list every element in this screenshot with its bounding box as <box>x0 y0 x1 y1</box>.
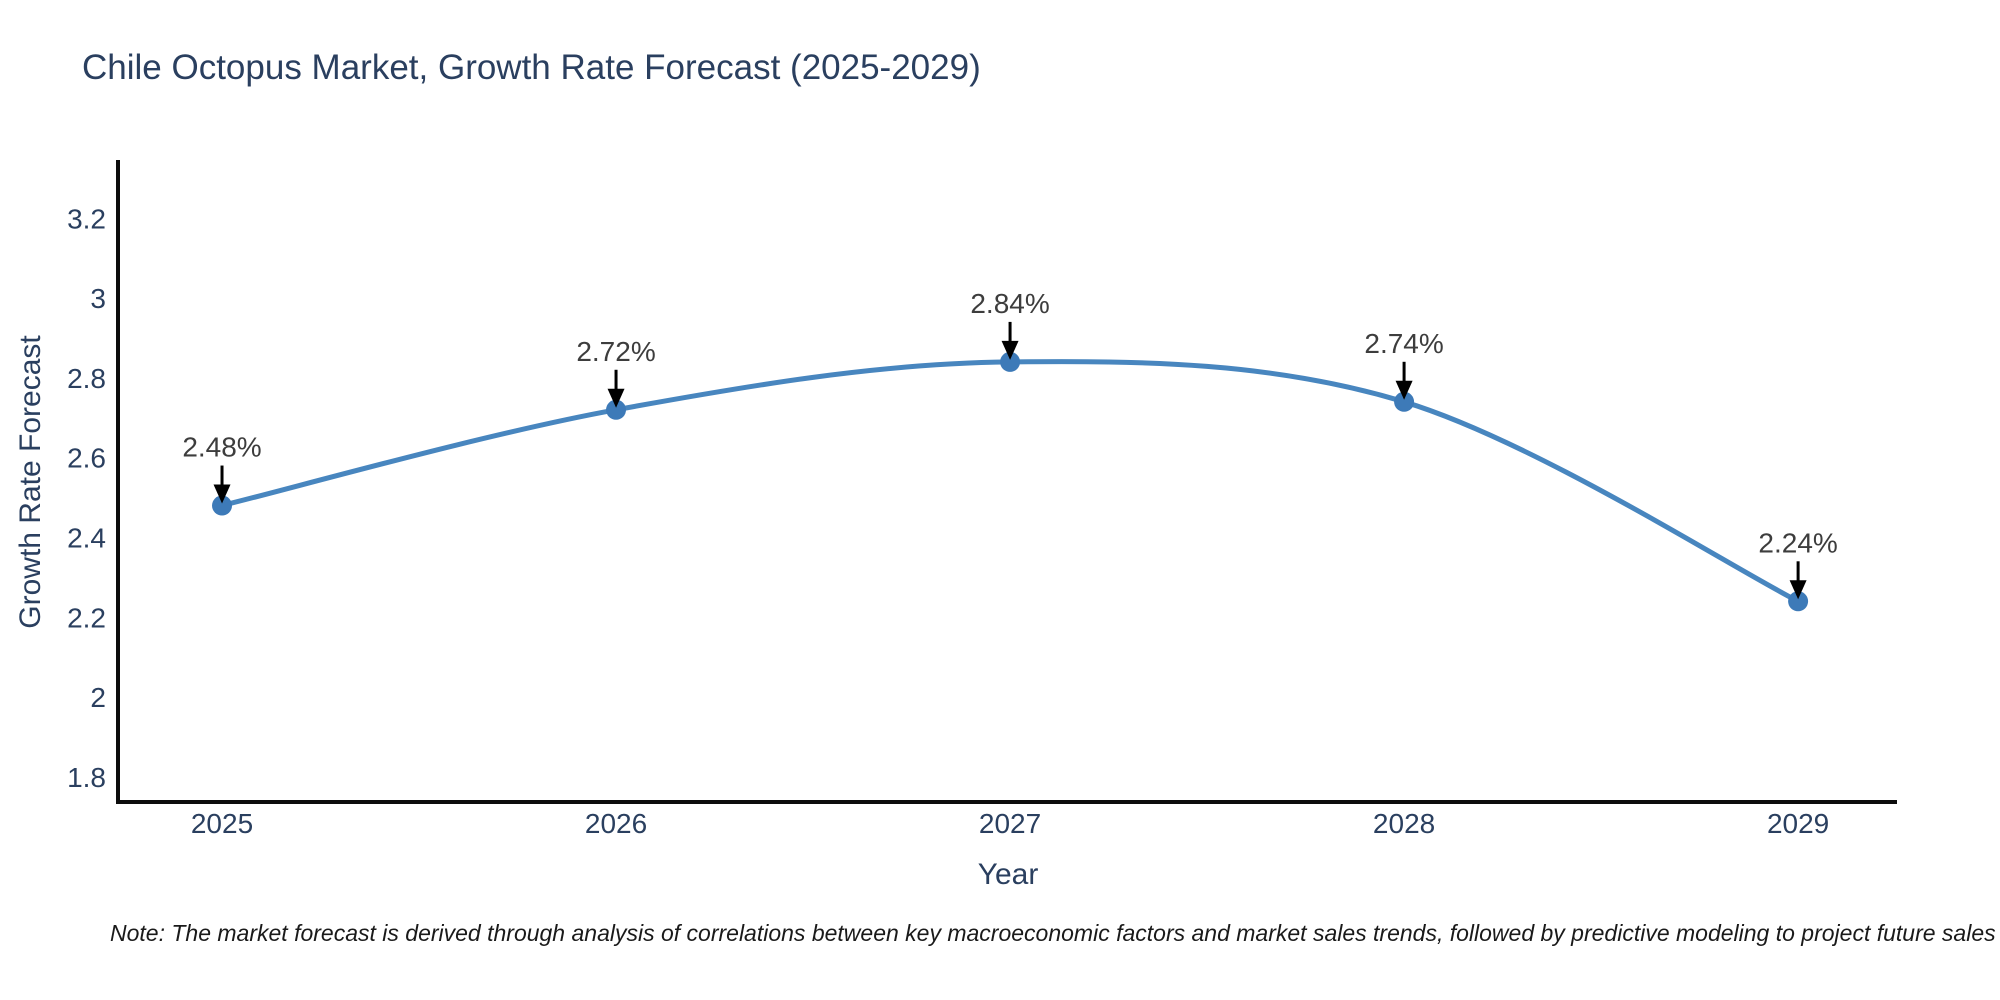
data-point-label: 2.84% <box>970 288 1049 319</box>
y-tick-label: 2.2 <box>67 602 106 633</box>
x-tick-label: 2025 <box>191 808 253 839</box>
annotation-arrowhead-icon <box>213 484 231 504</box>
y-tick-label: 2.8 <box>67 363 106 394</box>
annotation-arrowhead-icon <box>1001 340 1019 360</box>
x-axis-title: Year <box>977 858 1039 891</box>
data-point-label: 2.72% <box>576 336 655 367</box>
y-axis-title: Growth Rate Forecast <box>14 335 47 629</box>
data-point-marker <box>606 399 627 420</box>
data-point-marker <box>1394 391 1415 412</box>
y-tick-label: 1.8 <box>67 762 106 793</box>
x-tick-label: 2027 <box>979 808 1041 839</box>
x-tick-label: 2028 <box>1373 808 1435 839</box>
y-tick-label: 2.6 <box>67 443 106 474</box>
trend-line <box>219 359 1801 604</box>
y-tick-label: 2 <box>90 682 106 713</box>
data-point-marker <box>1788 591 1809 612</box>
data-point-marker <box>1000 351 1021 372</box>
annotation-arrowhead-icon <box>1789 580 1807 600</box>
annotation-arrowhead-icon <box>1395 380 1413 400</box>
x-tick-label: 2029 <box>1767 808 1829 839</box>
y-tick-label: 3.2 <box>67 203 106 234</box>
y-tick-label: 2.4 <box>67 522 106 553</box>
annotation-arrowhead-icon <box>607 388 625 408</box>
chart-title: Chile Octopus Market, Growth Rate Foreca… <box>82 48 981 87</box>
data-point-label: 2.48% <box>182 432 261 463</box>
data-point-marker <box>212 495 233 516</box>
x-tick-label: 2026 <box>585 808 647 839</box>
data-point-label: 2.74% <box>1364 328 1443 359</box>
y-tick-label: 3 <box>90 283 106 314</box>
data-point-label: 2.24% <box>1758 527 1837 558</box>
footnote: Note: The market forecast is derived thr… <box>110 920 1996 946</box>
